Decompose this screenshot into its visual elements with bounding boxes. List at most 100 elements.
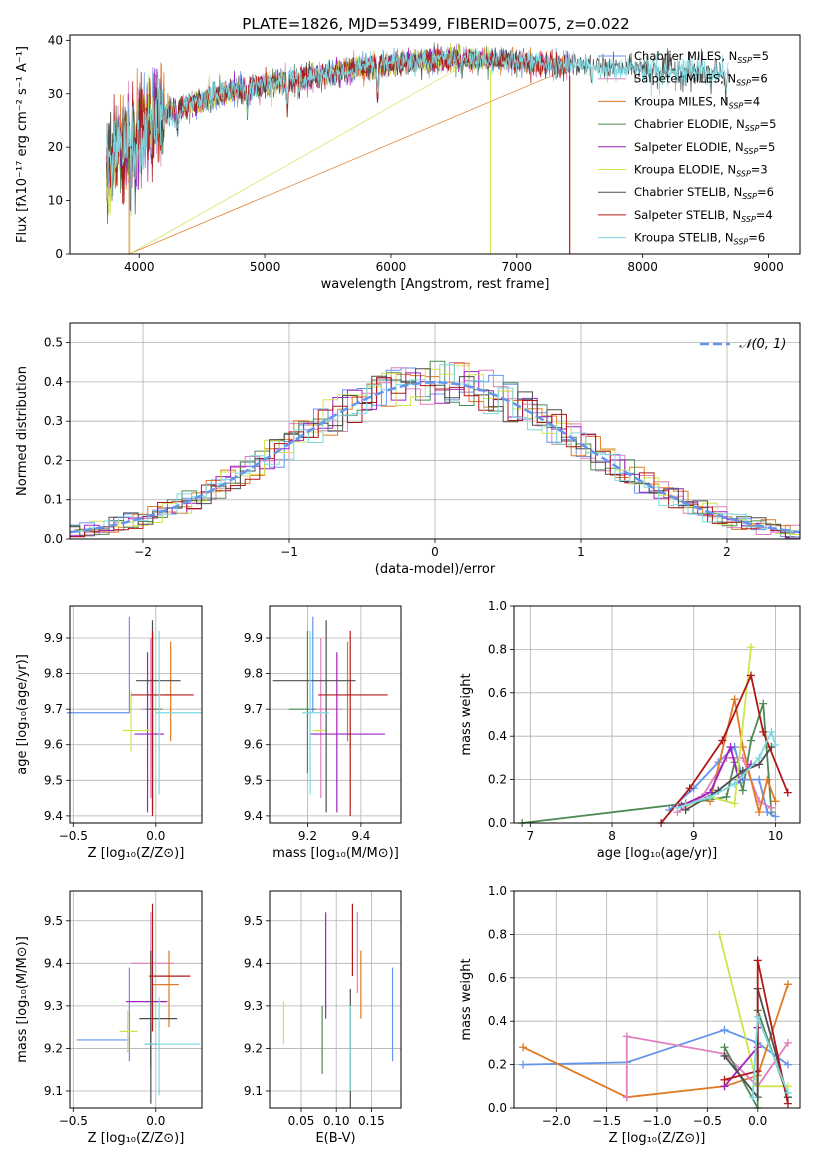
x-tick-label: 0.15 [358,1114,385,1128]
y-tick-label: 9.6 [44,738,63,752]
histograms [70,360,800,539]
x-tick-label: −0.5 [59,1114,88,1128]
x-tick-label: 9 [690,829,698,843]
x-axis-label: Z [log₁₀(Z/Z⊙)] [88,1131,185,1146]
x-tick-label: 9.4 [351,829,370,843]
x-axis-label: age [log₁₀(age/yr)] [597,846,718,861]
y-tick-label: 9.1 [244,1084,263,1098]
weight-marker [783,980,792,989]
y-axis-label: mass [log₁₀(M/M⊙)] [15,936,30,1063]
legend-label: Kroupa MILES, NSSP=4 [634,94,760,110]
x-axis-label: Z [log₁₀(Z/Z⊙)] [88,846,185,861]
x-tick-label: 8000 [627,260,658,274]
y-tick-label: 9.4 [244,956,263,970]
errorbars-age_vs_mass [272,616,388,816]
y-tick-label: 10 [48,194,63,208]
legend-label: Salpeter STELIB, NSSP=4 [634,208,773,224]
weight-marker [730,799,739,808]
y-tick-label: 0.6 [488,971,507,985]
axes-mass_weight_vs_age: 7 8 9 10 0.0 0.2 0.4 0.6 0.8 1.0 age [log₁₀(age/yr… [459,599,800,861]
weight-marker [783,1099,792,1108]
weight-marker [685,784,694,793]
errorbars-mass_vs_EBV [282,903,394,1108]
y-tick-label: 0.0 [488,1101,507,1115]
y-tick-label: 0 [55,247,63,261]
weight-marker [759,727,768,736]
x-tick-label: 7 [527,829,535,843]
y-tick-label: 9.5 [244,914,263,928]
weight-marker [720,1075,729,1084]
y-tick-label: 9.1 [44,1084,63,1098]
weight-marker [767,727,776,736]
axes-age_vs_mass: 9.2 9.4 9.4 9.5 9.6 9.7 9.8 9.9 mass [log₁₀(M/M⊙… [244,606,401,861]
weight-marker [681,805,690,814]
x-tick-label: 5000 [250,260,281,274]
y-tick-label: 30 [48,87,63,101]
x-tick-label: 0.0 [748,1114,767,1128]
weight-marker [783,1088,792,1097]
weight-marker [746,736,755,745]
x-tick-label: 0.0 [146,1114,165,1128]
y-tick-label: 0.2 [488,1058,507,1072]
weight-marker [767,803,776,812]
x-tick-label: −0.5 [59,829,88,843]
y-tick-label: 9.8 [244,667,263,681]
weight-marker [730,779,739,788]
y-tick-label: 0.4 [44,375,63,389]
y-tick-label: 20 [48,140,63,154]
x-tick-label: 9.2 [298,829,317,843]
weight-marker [755,753,764,762]
legend-label: Chabrier MILES, NSSP=5 [634,49,769,65]
axes-mass_vs_EBV: 0.05 0.10 0.15 9.1 9.2 9.3 9.4 9.5 E(B-V) [244,891,401,1146]
y-tick-label: 9.4 [244,809,263,823]
weight-marker [720,1051,729,1060]
weight-marker [726,743,735,752]
axes-mass_weight_vs_Z: −2.0 −1.5 −1.0 −0.5 0.0 0.0 0.2 0.4 0.6 0.8 1.0 Z [… [459,884,800,1146]
y-tick-label: 9.2 [44,1041,63,1055]
weight-marker [763,775,772,784]
weight-marker [706,792,715,801]
histogram-kroupa-elodie [74,365,800,535]
y-tick-label: 0.3 [44,414,63,428]
weight-marker [771,740,780,749]
y-tick-label: 0.2 [488,773,507,787]
axes-frame [69,890,203,1109]
weight-marker [519,1043,528,1052]
y-axis-label: mass weight [459,958,474,1040]
y-tick-label: 0.1 [44,493,63,507]
weight-marker [622,1032,631,1041]
weight-marker [771,812,780,821]
axes-mass_vs_Z: −0.5 0.0 9.1 9.2 9.3 9.4 9.5 Z [log₁₀(Z/Z⊙)] mas… [15,891,202,1146]
weight-marker [738,786,747,795]
y-tick-label: 0.0 [44,532,63,546]
axes-frame [269,605,402,824]
weight-marker [755,808,764,817]
y-tick-label: 0.0 [488,816,507,830]
weight-marker [771,797,780,806]
y-tick-label: 9.5 [244,773,263,787]
axes-frame [513,605,801,824]
x-axis-label: wavelength [Angstrom, rest frame] [321,277,550,292]
axes-frame [69,605,203,824]
spectrum-series-kroupa-stelib [106,48,729,217]
legend-label: Kroupa ELODIE, NSSP=3 [634,163,768,179]
errorbars-age_vs_Z [66,616,202,816]
y-tick-label: 9.3 [244,999,263,1013]
histogram-salpeter-stelib [70,377,800,538]
axes-spectrum: 4000 5000 6000 7000 8000 9000 0 10 20 30 40 wavelen… [15,33,784,292]
y-tick-label: 0.6 [488,686,507,700]
x-tick-label: −2.0 [542,1114,571,1128]
lines-mass_weight_vs_age [518,643,792,827]
weight-marker [763,808,772,817]
y-tick-label: 0.4 [488,729,507,743]
x-tick-label: −1.0 [642,1114,671,1128]
x-tick-label: 1 [577,545,585,559]
y-tick-label: 9.9 [244,631,263,645]
weight-marker [722,792,731,801]
axes-frame [69,322,801,540]
axes-frame [269,890,402,1109]
weight-marker [673,803,682,812]
y-tick-label: 9.3 [44,999,63,1013]
weight-marker [720,1025,729,1034]
